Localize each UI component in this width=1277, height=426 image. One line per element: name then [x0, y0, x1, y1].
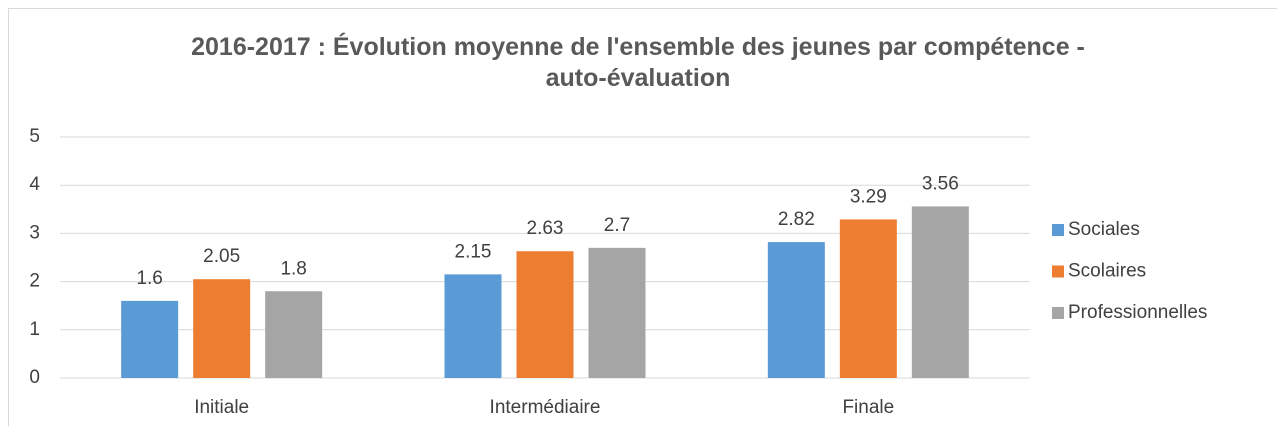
chart-border — [8, 8, 1277, 426]
y-tick-label: 2 — [29, 271, 40, 292]
value-label: 2.82 — [778, 209, 815, 230]
x-tick-label: Intermédiaire — [490, 397, 601, 418]
value-label: 3.29 — [850, 186, 887, 207]
chart-title: 2016-2017 : Évolution moyenne de l'ensem… — [191, 33, 1085, 92]
bar — [767, 242, 825, 378]
y-tick-label: 0 — [29, 367, 40, 388]
y-tick-label: 5 — [29, 126, 40, 147]
legend-swatch — [1052, 224, 1064, 236]
bar — [444, 274, 502, 378]
legend-swatch — [1052, 265, 1064, 278]
x-tick-label: Finale — [842, 397, 894, 418]
legend-label: Sociales — [1068, 219, 1140, 240]
legend-label: Scolaires — [1068, 261, 1146, 282]
legend-swatch — [1052, 307, 1064, 319]
y-tick-label: 4 — [29, 174, 40, 195]
x-tick-label: Initiale — [194, 397, 249, 418]
y-tick-label: 1 — [29, 319, 40, 340]
bar — [265, 291, 323, 378]
value-label: 1.6 — [136, 268, 162, 289]
value-label: 2.15 — [455, 241, 492, 262]
value-label: 2.63 — [527, 218, 564, 239]
bar — [121, 300, 179, 378]
value-label: 3.56 — [922, 173, 959, 194]
bar — [839, 219, 897, 378]
bar — [193, 279, 251, 378]
value-label: 1.8 — [280, 258, 306, 279]
bar — [588, 247, 646, 378]
y-tick-label: 3 — [29, 222, 40, 243]
bar — [516, 251, 574, 378]
bar — [911, 206, 969, 378]
legend-label: Professionnelles — [1068, 302, 1207, 323]
value-label: 2.7 — [604, 215, 630, 236]
value-label: 2.05 — [203, 246, 240, 267]
